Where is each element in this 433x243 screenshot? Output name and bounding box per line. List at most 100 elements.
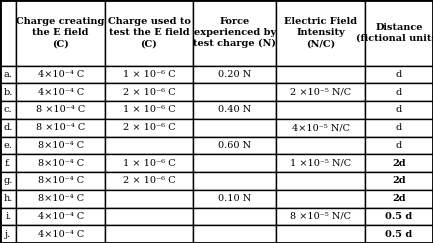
- Text: 8×10⁻⁴ C: 8×10⁻⁴ C: [38, 159, 84, 168]
- Text: 8×10⁻⁴ C: 8×10⁻⁴ C: [38, 141, 84, 150]
- Text: 4×10⁻⁴ C: 4×10⁻⁴ C: [38, 230, 84, 239]
- Bar: [277, 172, 365, 190]
- Text: e.: e.: [4, 141, 13, 150]
- Bar: [365, 208, 433, 225]
- Bar: [16, 208, 105, 225]
- Bar: [277, 101, 365, 119]
- Bar: [105, 137, 193, 154]
- Bar: [16, 172, 105, 190]
- Bar: [277, 225, 365, 243]
- Text: c.: c.: [4, 105, 13, 114]
- Text: 0.5 d: 0.5 d: [385, 212, 413, 221]
- Text: 0.10 N: 0.10 N: [218, 194, 252, 203]
- Text: 2 × 10⁻⁶ C: 2 × 10⁻⁶ C: [123, 123, 175, 132]
- Text: j.: j.: [5, 230, 11, 239]
- Text: h.: h.: [3, 194, 13, 203]
- Bar: [0, 190, 16, 208]
- Bar: [193, 208, 277, 225]
- Text: Electric Field
Intensity
(N/C): Electric Field Intensity (N/C): [284, 17, 357, 48]
- Bar: [193, 225, 277, 243]
- Text: d: d: [396, 141, 402, 150]
- Bar: [0, 154, 16, 172]
- Bar: [105, 225, 193, 243]
- Text: 2 ×10⁻⁵ N/C: 2 ×10⁻⁵ N/C: [290, 88, 351, 97]
- Bar: [277, 66, 365, 83]
- Text: 2 × 10⁻⁶ C: 2 × 10⁻⁶ C: [123, 176, 175, 185]
- Text: 0.20 N: 0.20 N: [218, 70, 252, 79]
- Text: 8 ×10⁻⁴ C: 8 ×10⁻⁴ C: [36, 123, 85, 132]
- Text: 0.40 N: 0.40 N: [218, 105, 252, 114]
- Bar: [105, 0, 193, 66]
- Text: 4×10⁻⁴ C: 4×10⁻⁴ C: [38, 70, 84, 79]
- Text: 2d: 2d: [392, 176, 406, 185]
- Bar: [365, 66, 433, 83]
- Bar: [0, 66, 16, 83]
- Bar: [16, 190, 105, 208]
- Bar: [16, 0, 105, 66]
- Bar: [365, 83, 433, 101]
- Text: 4×10⁻⁴ C: 4×10⁻⁴ C: [38, 212, 84, 221]
- Text: 8 ×10⁻⁵ N/C: 8 ×10⁻⁵ N/C: [290, 212, 351, 221]
- Text: 8×10⁻⁴ C: 8×10⁻⁴ C: [38, 194, 84, 203]
- Bar: [0, 172, 16, 190]
- Bar: [365, 119, 433, 137]
- Bar: [365, 190, 433, 208]
- Bar: [105, 83, 193, 101]
- Bar: [16, 66, 105, 83]
- Bar: [105, 208, 193, 225]
- Bar: [16, 154, 105, 172]
- Bar: [0, 119, 16, 137]
- Bar: [105, 172, 193, 190]
- Text: d.: d.: [3, 123, 13, 132]
- Bar: [193, 154, 277, 172]
- Text: g.: g.: [3, 176, 13, 185]
- Bar: [105, 190, 193, 208]
- Text: 1 × 10⁻⁶ C: 1 × 10⁻⁶ C: [123, 105, 175, 114]
- Bar: [193, 83, 277, 101]
- Bar: [193, 119, 277, 137]
- Text: Charge creating
the E field
(C): Charge creating the E field (C): [16, 17, 105, 48]
- Text: d: d: [396, 70, 402, 79]
- Bar: [105, 119, 193, 137]
- Bar: [365, 172, 433, 190]
- Text: a.: a.: [4, 70, 13, 79]
- Bar: [0, 0, 16, 66]
- Text: 2d: 2d: [392, 159, 406, 168]
- Bar: [16, 225, 105, 243]
- Text: Force
experienced by
test charge (N): Force experienced by test charge (N): [194, 17, 276, 49]
- Bar: [16, 119, 105, 137]
- Bar: [193, 66, 277, 83]
- Text: 1 × 10⁻⁶ C: 1 × 10⁻⁶ C: [123, 70, 175, 79]
- Bar: [193, 101, 277, 119]
- Bar: [0, 101, 16, 119]
- Text: f.: f.: [5, 159, 11, 168]
- Bar: [105, 154, 193, 172]
- Bar: [277, 0, 365, 66]
- Bar: [193, 0, 277, 66]
- Text: 8 ×10⁻⁴ C: 8 ×10⁻⁴ C: [36, 105, 85, 114]
- Bar: [365, 137, 433, 154]
- Text: 1 × 10⁻⁶ C: 1 × 10⁻⁶ C: [123, 159, 175, 168]
- Bar: [0, 208, 16, 225]
- Bar: [193, 172, 277, 190]
- Bar: [16, 83, 105, 101]
- Bar: [365, 101, 433, 119]
- Bar: [365, 154, 433, 172]
- Bar: [16, 101, 105, 119]
- Bar: [277, 83, 365, 101]
- Bar: [105, 101, 193, 119]
- Text: 1 ×10⁻⁵ N/C: 1 ×10⁻⁵ N/C: [290, 159, 351, 168]
- Bar: [16, 137, 105, 154]
- Text: Charge used to
test the E field
(C): Charge used to test the E field (C): [107, 17, 191, 48]
- Bar: [277, 154, 365, 172]
- Bar: [193, 190, 277, 208]
- Text: d: d: [396, 105, 402, 114]
- Bar: [277, 208, 365, 225]
- Text: d: d: [396, 88, 402, 97]
- Text: 4×10⁻⁴ C: 4×10⁻⁴ C: [38, 88, 84, 97]
- Bar: [105, 66, 193, 83]
- Bar: [0, 137, 16, 154]
- Text: 4×10⁻⁵ N/C: 4×10⁻⁵ N/C: [292, 123, 350, 132]
- Bar: [277, 119, 365, 137]
- Text: b.: b.: [3, 88, 13, 97]
